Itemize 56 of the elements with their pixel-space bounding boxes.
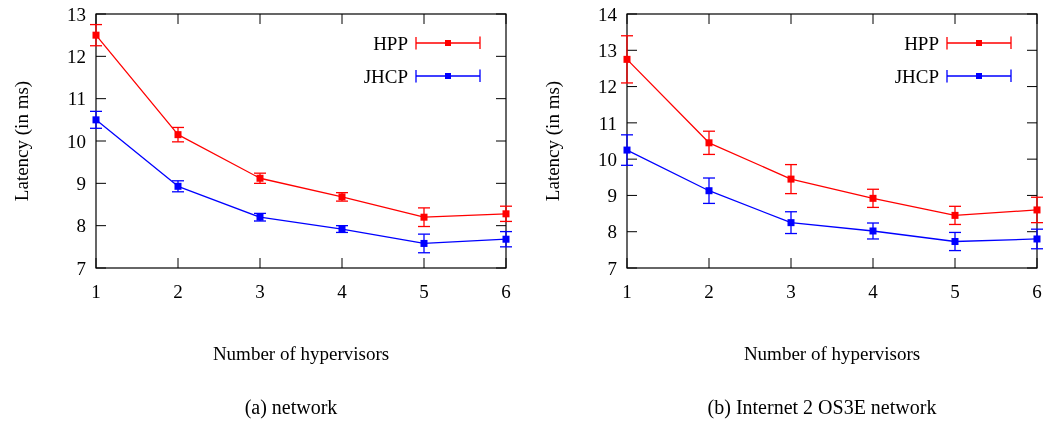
x-tick-label: 2 xyxy=(173,281,183,302)
x-tick-label: 5 xyxy=(950,281,960,302)
y-tick-label: 7 xyxy=(607,257,617,279)
point xyxy=(420,213,428,221)
y-tick-label: 11 xyxy=(67,88,86,110)
point xyxy=(787,175,795,183)
y-tick-label: 13 xyxy=(67,3,86,25)
y-tick-label: 10 xyxy=(67,130,86,152)
legend-label: HPP xyxy=(904,32,939,54)
x-axis-title: Number of hypervisors xyxy=(212,343,390,364)
legend-label: JHCP xyxy=(894,65,939,87)
x-tick-label: 4 xyxy=(337,281,348,302)
point xyxy=(951,238,959,246)
y-tick-label: 8 xyxy=(607,221,617,243)
legend-label: HPP xyxy=(373,32,408,54)
text: (b) Internet 2 OS3E network xyxy=(707,396,937,419)
x-tick-label: 6 xyxy=(501,281,511,302)
y-tick-label: 9 xyxy=(76,172,86,194)
y-tick-label: 8 xyxy=(76,215,86,237)
point xyxy=(502,210,510,218)
point xyxy=(1033,206,1041,214)
y-tick-label: 12 xyxy=(598,76,617,98)
point xyxy=(787,219,795,227)
point xyxy=(705,187,713,195)
point xyxy=(951,211,959,219)
point xyxy=(174,131,182,139)
point xyxy=(92,116,100,124)
text: (a) network xyxy=(244,396,338,419)
legend-label: JHCP xyxy=(363,65,408,87)
point xyxy=(623,146,631,154)
point xyxy=(869,227,877,235)
y-axis-title: Latency (in ms) xyxy=(11,80,33,202)
x-tick-label: 4 xyxy=(868,281,879,302)
y-tick-label: 14 xyxy=(598,3,618,25)
x-tick-label: 6 xyxy=(1032,281,1042,302)
y-tick-label: 9 xyxy=(607,185,617,207)
point xyxy=(420,239,428,247)
y-tick-label: 7 xyxy=(76,257,86,279)
point xyxy=(869,194,877,202)
x-tick-label: 1 xyxy=(622,281,632,302)
point xyxy=(1033,235,1041,243)
x-tick-label: 2 xyxy=(704,281,714,302)
y-tick-label: 10 xyxy=(598,148,617,170)
y-tick-label: 11 xyxy=(598,112,617,134)
point xyxy=(705,139,713,147)
y-tick-label: 13 xyxy=(598,39,617,61)
point xyxy=(623,55,631,63)
x-tick-label: 3 xyxy=(255,281,265,302)
x-axis-title: Number of hypervisors xyxy=(743,343,921,364)
y-axis-title: Latency (in ms) xyxy=(542,80,564,202)
point xyxy=(92,31,100,39)
y-tick-label: 12 xyxy=(67,45,86,67)
x-tick-label: 1 xyxy=(91,281,101,302)
x-tick-label: 3 xyxy=(786,281,796,302)
x-tick-label: 5 xyxy=(419,281,429,302)
point xyxy=(502,235,510,243)
